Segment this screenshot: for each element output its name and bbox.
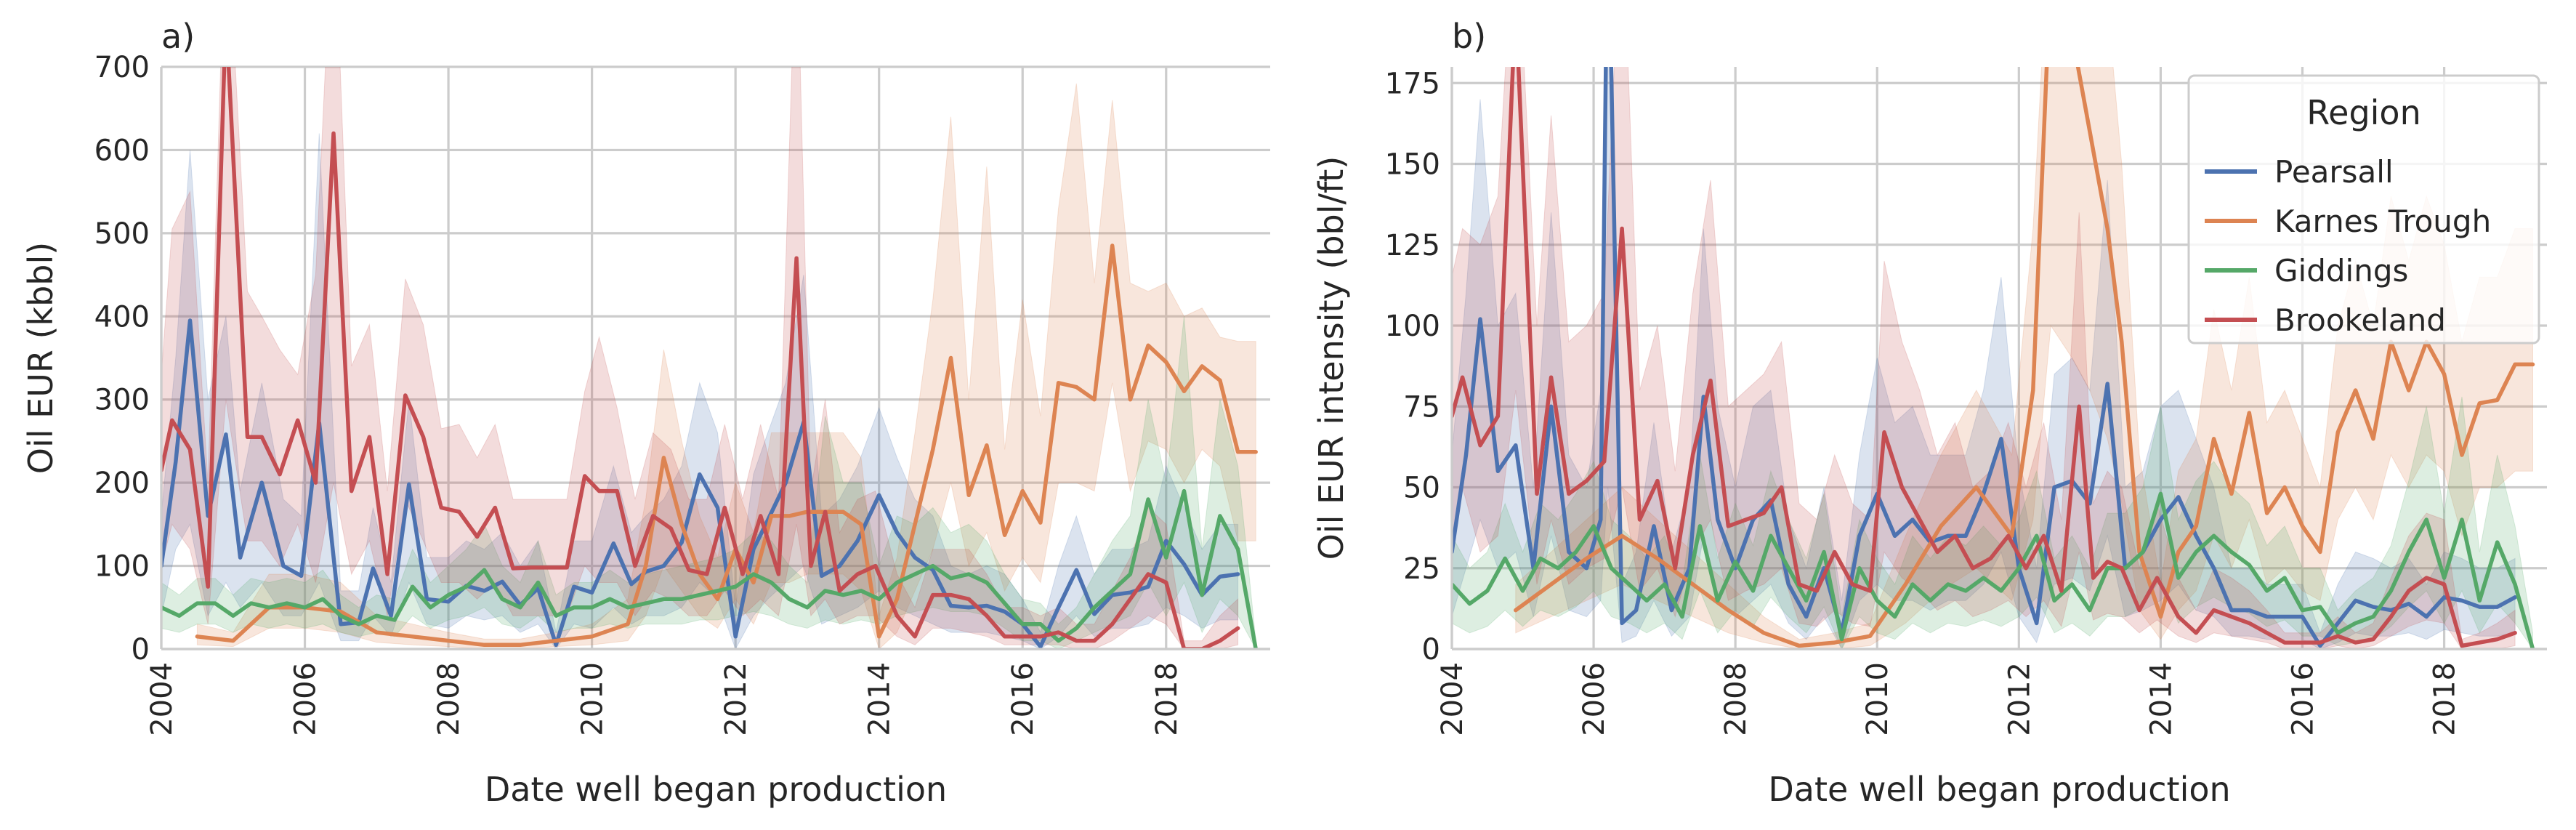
x-tick-label: 2004 <box>1436 662 1469 736</box>
legend-box <box>2187 74 2540 345</box>
confidence-band-brookeland <box>161 67 1239 649</box>
x-tick-label: 2008 <box>1719 662 1753 736</box>
series-line-brookeland <box>161 67 1240 649</box>
y-tick-label: 50 <box>1403 472 1440 505</box>
legend-title: Region <box>2306 93 2420 132</box>
y-tick-label: 400 <box>94 300 150 334</box>
x-tick-label: 2006 <box>289 662 323 736</box>
y-tick-label: 75 <box>1403 390 1440 424</box>
legend: Region Pearsall Karnes Trough Giddings Brook… <box>2187 74 2540 345</box>
x-axis-label: Date well began production <box>485 770 947 809</box>
series-line-karnes-trough <box>1514 67 2535 648</box>
panel-a: 0 100 200 300 400 500 600 700 2004 2006 2008 2010 20… <box>21 17 1270 809</box>
x-tick-label: 2018 <box>1150 662 1184 736</box>
confidence-band-pearsall <box>161 133 1239 649</box>
panel-label: b) <box>1452 17 1486 56</box>
legend-label-karnes-trough: Karnes Trough <box>2274 204 2491 239</box>
y-tick-label: 200 <box>94 467 150 500</box>
y-tick-label: 150 <box>1385 148 1440 182</box>
confidence-band-karnes-trough <box>196 83 1256 649</box>
series-line-giddings <box>161 488 1258 649</box>
x-tick-label: 2014 <box>863 662 897 736</box>
y-tick-label: 600 <box>94 134 150 167</box>
y-tick-label: 700 <box>94 51 150 84</box>
y-tick-label: 300 <box>94 384 150 417</box>
series-line-giddings <box>1452 491 2535 649</box>
x-tick-label: 2006 <box>1578 662 1611 736</box>
y-tick-label: 25 <box>1403 552 1440 586</box>
x-tick-label: 2012 <box>2003 662 2036 736</box>
x-tick-label: 2010 <box>1861 662 1894 736</box>
x-tick-label: 2014 <box>2144 662 2178 736</box>
x-tick-label: 2004 <box>145 662 179 736</box>
y-tick-label: 125 <box>1385 229 1440 262</box>
series-line-pearsall <box>1452 67 2517 648</box>
legend-label-giddings: Giddings <box>2274 253 2408 289</box>
legend-label-pearsall: Pearsall <box>2274 154 2394 190</box>
y-tick-label: 0 <box>1422 633 1440 666</box>
y-tick-label: 0 <box>132 633 150 666</box>
x-tick-label: 2010 <box>576 662 610 736</box>
y-axis-label: Oil EUR intensity (bbl/ft) <box>1312 156 1351 560</box>
x-tick-label: 2008 <box>432 662 466 736</box>
series-line-pearsall <box>161 318 1240 649</box>
y-tick-label: 175 <box>1385 67 1440 100</box>
plot-area <box>1452 67 2535 649</box>
x-axis-label: Date well began production <box>1768 770 2230 809</box>
x-tick-label: 2012 <box>719 662 753 736</box>
x-tick-label: 2016 <box>1006 662 1040 736</box>
panel-b: 0 25 50 75 100 125 150 175 2004 2006 2008 2010 2012 2… <box>1312 17 2547 809</box>
panel-label: a) <box>161 17 195 56</box>
y-tick-label: 100 <box>1385 310 1440 343</box>
x-tick-label: 2016 <box>2286 662 2319 736</box>
x-tick-label: 2018 <box>2428 662 2462 736</box>
confidence-band-giddings <box>161 316 1256 649</box>
plot-area <box>161 67 1258 649</box>
y-tick-label: 100 <box>94 550 150 584</box>
y-axis-label: Oil EUR (kbbl) <box>21 242 60 474</box>
legend-label-brookeland: Brookeland <box>2274 302 2446 338</box>
series-line-karnes-trough <box>195 243 1258 648</box>
y-tick-label: 500 <box>94 217 150 251</box>
series-line-brookeland <box>1452 67 2517 648</box>
